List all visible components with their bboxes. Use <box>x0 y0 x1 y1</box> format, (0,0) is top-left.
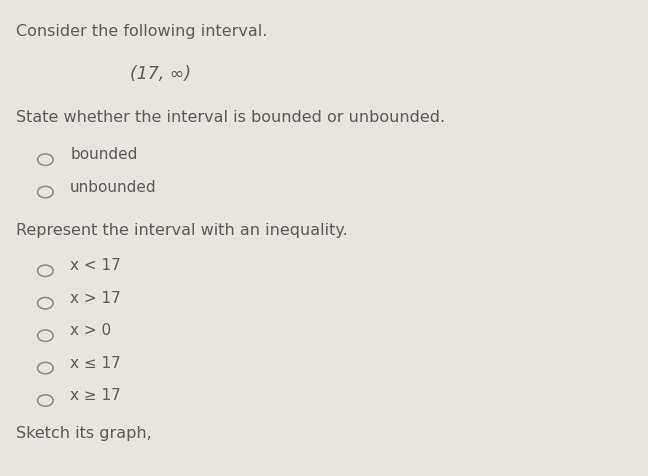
Text: Consider the following interval.: Consider the following interval. <box>16 24 268 39</box>
Text: x ≤ 17: x ≤ 17 <box>70 355 121 370</box>
Text: Represent the interval with an inequality.: Represent the interval with an inequalit… <box>16 222 348 237</box>
Text: x < 17: x < 17 <box>70 258 121 273</box>
Text: State whether the interval is bounded or unbounded.: State whether the interval is bounded or… <box>16 109 445 124</box>
Text: x > 0: x > 0 <box>70 323 111 337</box>
Text: x > 17: x > 17 <box>70 290 121 305</box>
Text: unbounded: unbounded <box>70 179 157 194</box>
Text: Sketch its graph,: Sketch its graph, <box>16 425 152 440</box>
Text: x ≥ 17: x ≥ 17 <box>70 387 121 402</box>
Text: (17, ∞): (17, ∞) <box>130 65 191 83</box>
Text: bounded: bounded <box>70 147 137 162</box>
